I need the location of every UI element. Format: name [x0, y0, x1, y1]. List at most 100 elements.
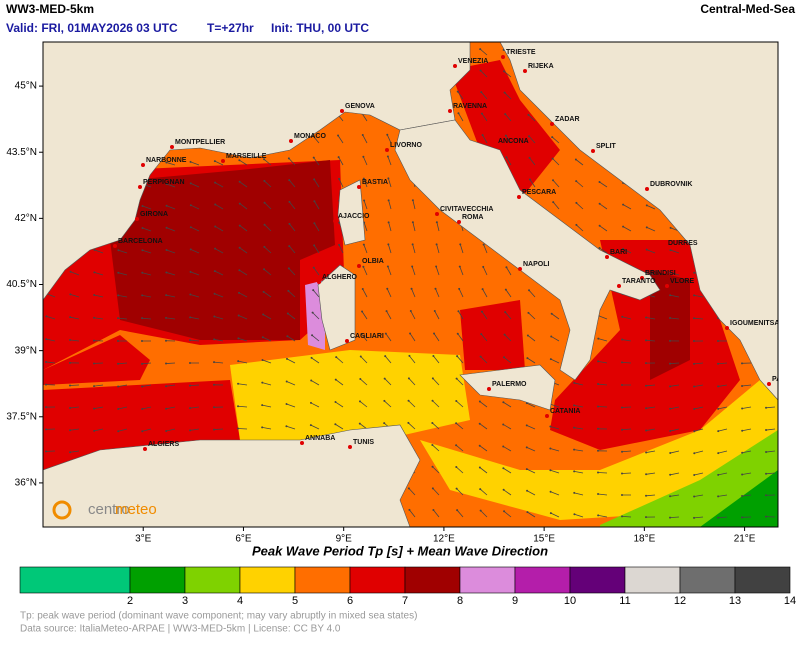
- city-label: MONACO: [294, 133, 326, 140]
- city-dot: [487, 387, 491, 391]
- city-dot: [663, 246, 667, 250]
- arrow: [742, 384, 752, 387]
- arrow: [363, 244, 368, 254]
- city-dot: [357, 185, 361, 189]
- arrow-head: [237, 382, 240, 385]
- arrow-head: [93, 407, 96, 410]
- arrow: [599, 247, 608, 254]
- arrow-head: [573, 381, 576, 384]
- arrow-head: [338, 177, 341, 180]
- arrow: [576, 202, 584, 210]
- arrow-head: [69, 451, 72, 454]
- arrow: [363, 156, 368, 166]
- city-dot: [317, 280, 321, 284]
- arrow-head: [669, 407, 672, 410]
- arrow: [288, 245, 296, 254]
- arrow: [286, 358, 296, 364]
- arrow-head: [312, 135, 315, 138]
- arrow: [288, 290, 296, 298]
- arrow-head: [549, 425, 552, 428]
- x-tick-label: 9°E: [336, 534, 353, 545]
- arrow: [526, 402, 536, 408]
- city-label: ANCONA: [498, 138, 529, 145]
- arrow-head: [621, 361, 624, 364]
- city-dot: [640, 276, 644, 280]
- arrow-head: [117, 339, 119, 342]
- arrow: [599, 203, 608, 210]
- arrow-head: [455, 466, 458, 469]
- arrow: [70, 294, 80, 298]
- arrow: [264, 180, 272, 188]
- arrow-head: [479, 509, 482, 512]
- city-dot: [550, 122, 554, 126]
- arrow-head: [311, 311, 314, 314]
- arrow: [387, 244, 392, 254]
- colorbar-tick-label: 2: [127, 595, 133, 607]
- x-tick-label: 21°E: [734, 534, 756, 545]
- city-label: DUBROVNIK: [650, 181, 692, 188]
- colorbar-tick-label: 5: [292, 595, 298, 607]
- arrow-head: [597, 337, 600, 340]
- arrow-head: [480, 333, 483, 336]
- arrow: [361, 311, 368, 320]
- arrow-head: [549, 358, 552, 361]
- arrow-head: [669, 430, 672, 433]
- arrow: [436, 222, 440, 232]
- arrow: [409, 333, 416, 342]
- arrow: [142, 362, 152, 365]
- arrow: [69, 384, 80, 386]
- arrow-head: [765, 406, 768, 409]
- arrow: [359, 401, 368, 408]
- arrow-head: [456, 509, 459, 512]
- arrow-head: [455, 444, 458, 447]
- arrow: [621, 472, 632, 474]
- y-tick-label: 42°N: [15, 213, 37, 224]
- arrow-head: [334, 423, 337, 426]
- city-dot: [591, 149, 595, 153]
- arrow-head: [311, 334, 314, 337]
- arrow: [503, 424, 512, 430]
- arrow: [238, 292, 248, 298]
- city-dot: [333, 219, 337, 223]
- arrow: [503, 510, 512, 518]
- arrow-head: [189, 384, 192, 387]
- arrow-head: [69, 270, 72, 273]
- arrow-head: [432, 508, 435, 511]
- arrow-head: [457, 112, 460, 115]
- arrow-head: [433, 310, 436, 313]
- arrow-head: [237, 360, 240, 363]
- arrow: [118, 428, 128, 432]
- arrow-head: [503, 91, 506, 94]
- arrow-head: [117, 249, 120, 252]
- arrow-head: [505, 266, 508, 269]
- arrow-head: [573, 426, 576, 429]
- arrow: [457, 333, 464, 342]
- arrow-head: [337, 156, 340, 159]
- city-label: ALGHERO: [322, 274, 358, 281]
- arrow-head: [741, 385, 744, 388]
- arrow: [214, 338, 224, 342]
- arrow: [552, 201, 560, 210]
- arrow-head: [597, 360, 600, 363]
- arrow-head: [189, 429, 192, 432]
- arrow: [480, 70, 488, 78]
- arrow-head: [189, 226, 192, 229]
- arrow-head: [478, 400, 481, 403]
- arrow-head: [433, 332, 436, 335]
- colorbar-swatch: [404, 566, 461, 594]
- arrow: [670, 294, 680, 298]
- arrow: [335, 356, 344, 364]
- arrow: [360, 356, 368, 364]
- arrow-head: [575, 201, 578, 204]
- arrow-head: [575, 223, 578, 226]
- arrow-head: [335, 356, 338, 359]
- arrow-head: [165, 294, 168, 297]
- arrow-head: [669, 385, 672, 388]
- arrow-head: [189, 270, 192, 273]
- arrow-head: [362, 243, 365, 246]
- arrow-head: [741, 362, 744, 365]
- arrow: [526, 447, 536, 452]
- arrow-head: [165, 271, 168, 274]
- arrow-head: [597, 471, 600, 474]
- arrow-head: [261, 336, 264, 339]
